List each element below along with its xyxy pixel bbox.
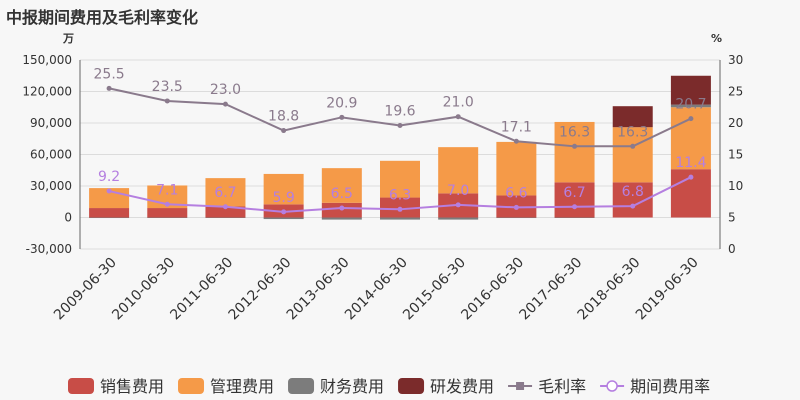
- data-label-毛利率: 18.8: [268, 109, 299, 125]
- bar-财务费用: [321, 217, 362, 220]
- point-毛利率: [106, 85, 112, 91]
- point-毛利率: [339, 114, 345, 120]
- data-label-毛利率: 25.5: [94, 66, 125, 82]
- y-tick-left: 120,000: [22, 85, 72, 99]
- y-tick-right: 25: [728, 85, 743, 99]
- legend-label: 期间费用率: [630, 377, 710, 396]
- bar-财务费用: [380, 217, 420, 220]
- data-label-期间费用率: 6.7: [563, 185, 585, 201]
- point-期间费用率: [455, 202, 461, 208]
- y-tick-right: 5: [728, 211, 736, 225]
- bar-研发费用: [612, 106, 653, 128]
- bar-管理费用: [321, 168, 362, 203]
- data-label-期间费用率: 6.3: [389, 187, 411, 203]
- bar-销售费用: [554, 182, 595, 218]
- y-tick-right: 20: [728, 116, 743, 130]
- legend-swatch: [68, 378, 94, 394]
- bar-销售费用: [205, 206, 246, 218]
- bar-财务费用: [89, 217, 130, 219]
- bar-管理费用: [263, 173, 304, 205]
- bar-财务费用: [496, 217, 537, 219]
- legend-label: 管理费用: [210, 377, 274, 396]
- bar-管理费用: [380, 160, 420, 198]
- bar-销售费用: [89, 208, 130, 218]
- y-tick-left: -30,000: [26, 242, 72, 256]
- data-label-期间费用率: 6.7: [214, 185, 236, 201]
- point-期间费用率: [339, 205, 345, 211]
- data-label-毛利率: 23.0: [210, 82, 241, 98]
- bar-财务费用: [263, 217, 304, 220]
- bar-研发费用: [670, 75, 711, 105]
- legend-label: 销售费用: [100, 377, 164, 396]
- point-毛利率: [513, 138, 519, 144]
- y-tick-left: 60,000: [30, 148, 72, 162]
- bar-财务费用: [670, 104, 711, 108]
- point-毛利率: [688, 116, 694, 122]
- data-label-期间费用率: 5.9: [273, 190, 295, 206]
- data-label-期间费用率: 7.0: [447, 183, 469, 199]
- point-毛利率: [397, 123, 403, 129]
- bar-财务费用: [438, 217, 479, 220]
- data-label-期间费用率: 9.2: [98, 169, 120, 185]
- point-毛利率: [222, 101, 228, 107]
- point-毛利率: [281, 128, 287, 134]
- bar-管理费用: [612, 127, 653, 183]
- point-期间费用率: [572, 204, 578, 210]
- point-期间费用率: [513, 204, 519, 210]
- point-期间费用率: [630, 203, 636, 209]
- bar-销售费用: [147, 208, 188, 218]
- legend-label: 毛利率: [538, 377, 586, 396]
- data-label-毛利率: 16.3: [559, 124, 590, 140]
- data-label-期间费用率: 11.4: [675, 155, 706, 171]
- right-axis-unit: %: [711, 32, 722, 45]
- bar-管理费用: [554, 121, 595, 183]
- bar-管理费用: [205, 178, 246, 207]
- y-tick-left: 0: [64, 211, 72, 225]
- y-tick-right: 10: [728, 179, 743, 193]
- y-tick-right: 0: [728, 242, 736, 256]
- legend-marker: [606, 380, 618, 392]
- legend-swatch: [178, 378, 205, 394]
- y-tick-right: 30: [728, 53, 743, 67]
- point-毛利率: [164, 98, 170, 104]
- data-label-毛利率: 17.1: [501, 119, 532, 135]
- point-期间费用率: [164, 201, 170, 207]
- legend-swatch: [288, 378, 315, 394]
- left-axis-unit: 万: [62, 32, 74, 45]
- point-期间费用率: [281, 209, 287, 215]
- chart-title: 中报期间费用及毛利率变化: [6, 8, 199, 27]
- point-期间费用率: [688, 174, 694, 180]
- point-毛利率: [455, 114, 461, 120]
- data-label-毛利率: 20.7: [675, 97, 706, 113]
- point-期间费用率: [222, 204, 228, 210]
- data-label-期间费用率: 7.1: [156, 182, 178, 198]
- data-label-毛利率: 21.0: [443, 95, 474, 111]
- bar-财务费用: [554, 217, 595, 218]
- point-毛利率: [630, 143, 636, 149]
- data-label-毛利率: 20.9: [326, 95, 357, 111]
- point-毛利率: [572, 143, 578, 149]
- data-label-期间费用率: 6.8: [622, 184, 644, 200]
- bar-财务费用: [147, 217, 188, 218]
- data-label-期间费用率: 6.5: [331, 186, 353, 202]
- y-tick-left: 90,000: [30, 116, 72, 130]
- point-期间费用率: [397, 206, 403, 212]
- point-期间费用率: [106, 188, 112, 194]
- bar-管理费用: [438, 147, 479, 194]
- legend-swatch: [398, 378, 425, 394]
- data-label-期间费用率: 6.6: [505, 185, 527, 201]
- data-label-毛利率: 16.3: [617, 124, 648, 140]
- bar-管理费用: [496, 141, 537, 196]
- bar-财务费用: [205, 217, 246, 218]
- legend-marker: [516, 382, 525, 390]
- data-label-毛利率: 23.5: [152, 79, 183, 95]
- y-tick-left: 150,000: [22, 53, 72, 67]
- y-tick-right: 15: [728, 148, 743, 162]
- x-tick-label: 2019-06-30: [633, 255, 702, 324]
- legend-label: 研发费用: [430, 377, 494, 396]
- data-label-毛利率: 19.6: [384, 104, 415, 120]
- y-tick-left: 30,000: [30, 179, 72, 193]
- legend-label: 财务费用: [320, 377, 384, 396]
